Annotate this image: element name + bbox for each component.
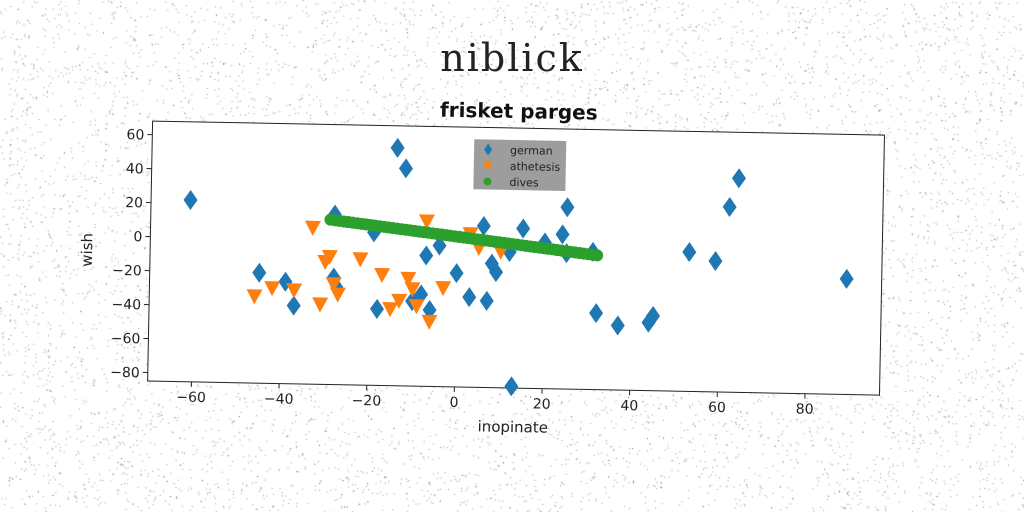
point-german bbox=[516, 218, 531, 239]
legend-entry-dives: dives bbox=[483, 176, 539, 190]
legend-label-german: german bbox=[510, 144, 553, 158]
point-athetesis bbox=[404, 282, 421, 298]
series-dives bbox=[324, 213, 604, 262]
point-athetesis bbox=[264, 281, 281, 297]
y-tick-label: −20 bbox=[112, 263, 142, 280]
point-german bbox=[708, 251, 723, 272]
point-athetesis bbox=[374, 267, 391, 284]
x-tick-label: −40 bbox=[264, 391, 294, 408]
point-athetesis bbox=[400, 271, 417, 287]
y-tick-label: −40 bbox=[111, 297, 141, 314]
point-german bbox=[419, 245, 434, 266]
point-german bbox=[252, 262, 267, 283]
x-tick-label: −60 bbox=[176, 390, 206, 407]
point-german bbox=[286, 295, 301, 316]
legend-label-athetesis: athetesis bbox=[510, 160, 561, 174]
point-athetesis bbox=[419, 214, 435, 230]
chart-title: frisket parges bbox=[440, 98, 598, 125]
legend-box bbox=[473, 139, 567, 192]
y-tick-label: −60 bbox=[111, 331, 141, 348]
point-athetesis bbox=[329, 287, 346, 303]
y-tick-label: 60 bbox=[126, 127, 144, 143]
point-athetesis bbox=[321, 249, 338, 266]
x-axis-label: inopinate bbox=[477, 417, 548, 436]
legend-marker-dives bbox=[483, 177, 492, 186]
point-german bbox=[462, 287, 477, 308]
point-german bbox=[555, 224, 570, 245]
point-athetesis bbox=[325, 277, 342, 293]
point-athetesis bbox=[312, 297, 329, 313]
series-german bbox=[183, 137, 854, 397]
point-german bbox=[731, 168, 746, 189]
point-german bbox=[432, 235, 447, 256]
y-tick-label: −80 bbox=[110, 365, 140, 382]
data-marks bbox=[183, 137, 854, 397]
point-athetesis bbox=[352, 252, 369, 268]
point-athetesis bbox=[435, 280, 452, 297]
legend: german athetesis dives bbox=[473, 139, 567, 192]
point-german bbox=[839, 268, 854, 289]
point-athetesis bbox=[286, 283, 303, 299]
legend-entry-athetesis: athetesis bbox=[482, 160, 561, 174]
point-german bbox=[646, 305, 661, 326]
point-german bbox=[722, 196, 737, 217]
point-german bbox=[476, 216, 491, 237]
point-german bbox=[682, 242, 697, 263]
point-german bbox=[278, 271, 293, 292]
point-athetesis bbox=[421, 314, 438, 330]
y-axis-ticks: 60 40 20 0 −20 −40 −60 −80 bbox=[110, 127, 153, 382]
point-german bbox=[489, 262, 504, 283]
figure-suptitle: niblick bbox=[440, 36, 584, 80]
x-tick-label: −20 bbox=[351, 393, 381, 410]
point-german bbox=[479, 290, 494, 311]
legend-entry-german: german bbox=[484, 143, 553, 158]
point-german bbox=[504, 376, 519, 397]
point-german bbox=[484, 253, 499, 274]
legend-marker-german bbox=[484, 143, 493, 156]
point-german bbox=[449, 263, 464, 284]
legend-marker-athetesis bbox=[482, 161, 493, 171]
point-german bbox=[610, 315, 625, 336]
x-tick-label: 60 bbox=[708, 400, 726, 416]
point-german bbox=[183, 189, 198, 210]
point-dives bbox=[591, 249, 604, 262]
legend-label-dives: dives bbox=[509, 176, 539, 190]
x-tick-label: 0 bbox=[449, 395, 458, 411]
point-athetesis bbox=[382, 302, 399, 318]
x-axis-ticks: −60 −40 −20 0 20 40 60 80 bbox=[176, 381, 814, 418]
point-athetesis bbox=[246, 289, 263, 305]
y-tick-label: 40 bbox=[126, 161, 144, 177]
point-german bbox=[390, 137, 405, 158]
point-athetesis bbox=[304, 220, 321, 236]
x-tick-label: 40 bbox=[620, 398, 638, 414]
y-tick-label: 0 bbox=[133, 229, 142, 245]
x-tick-label: 80 bbox=[796, 401, 814, 417]
y-tick-label: 20 bbox=[125, 195, 143, 211]
point-athetesis bbox=[408, 299, 425, 315]
x-tick-label: 20 bbox=[533, 396, 551, 412]
point-athetesis bbox=[391, 293, 408, 309]
point-german bbox=[560, 197, 575, 218]
point-german bbox=[398, 158, 413, 179]
y-axis-label: wish bbox=[78, 233, 97, 267]
point-german bbox=[369, 298, 384, 319]
point-german bbox=[589, 303, 604, 324]
